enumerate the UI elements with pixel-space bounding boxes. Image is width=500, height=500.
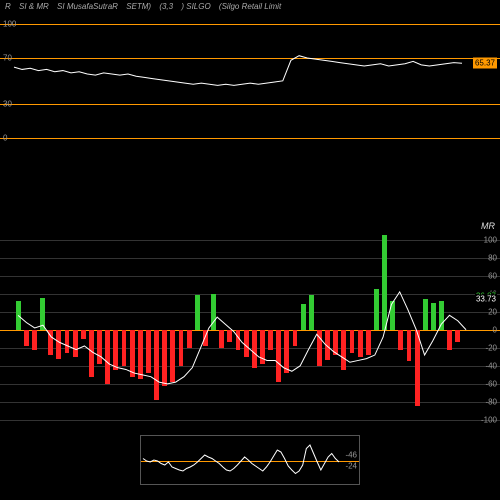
header-item: (3,3	[159, 2, 173, 11]
mr-line-chart	[0, 235, 500, 420]
header-item: (Silgo Retail Limit	[219, 2, 281, 11]
summary-line	[141, 436, 361, 486]
header-item: R	[5, 2, 11, 11]
header-item: SETM)	[126, 2, 151, 11]
panel-title: MR	[481, 221, 495, 231]
mr-panel: MR100806040200-20-40-60-80-10036.8733.73	[0, 235, 500, 420]
chart-header: R SI & MR SI MusafaSutraR SETM) (3,3 ) S…	[0, 0, 500, 16]
grid-line	[0, 138, 500, 139]
header-item: SI MusafaSutraR	[57, 2, 118, 11]
rsi-line-chart	[0, 18, 500, 138]
header-item: ) SILGO	[181, 2, 210, 11]
grid-line	[0, 420, 500, 421]
summary-panel: -24-46	[140, 435, 360, 485]
header-item: SI & MR	[19, 2, 49, 11]
rsi-panel: 1007030065.37	[0, 18, 500, 138]
